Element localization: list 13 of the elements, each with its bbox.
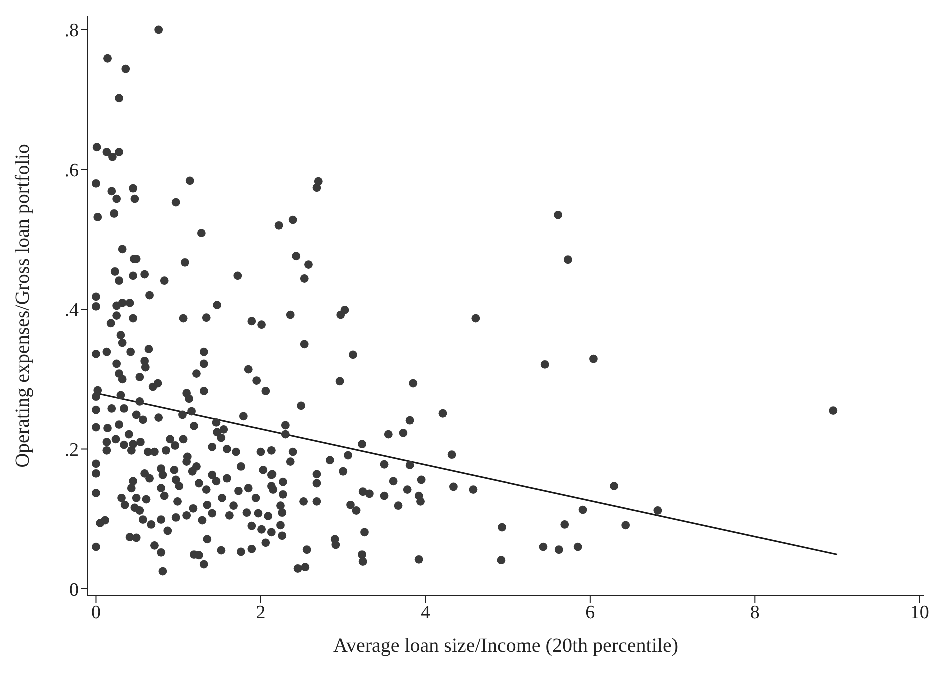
x-tick-label: 10: [910, 602, 930, 624]
y-axis-title: Operating expenses/Gross loan portfolio: [12, 144, 34, 468]
x-tick-label: 2: [256, 602, 266, 624]
y-tick-label: .2: [64, 440, 79, 461]
x-tick-label: 8: [750, 602, 760, 624]
x-tick-label: 6: [586, 602, 596, 624]
x-axis-title: Average loan size/Income (20th percentile): [333, 635, 679, 657]
x-tick-label: 4: [420, 602, 431, 624]
x-tick-label: 0: [91, 602, 101, 624]
y-tick-label: 0: [70, 580, 79, 601]
y-tick-label: .6: [64, 160, 79, 182]
y-tick-label: .4: [64, 300, 80, 322]
y-tick-label: .8: [64, 20, 79, 42]
